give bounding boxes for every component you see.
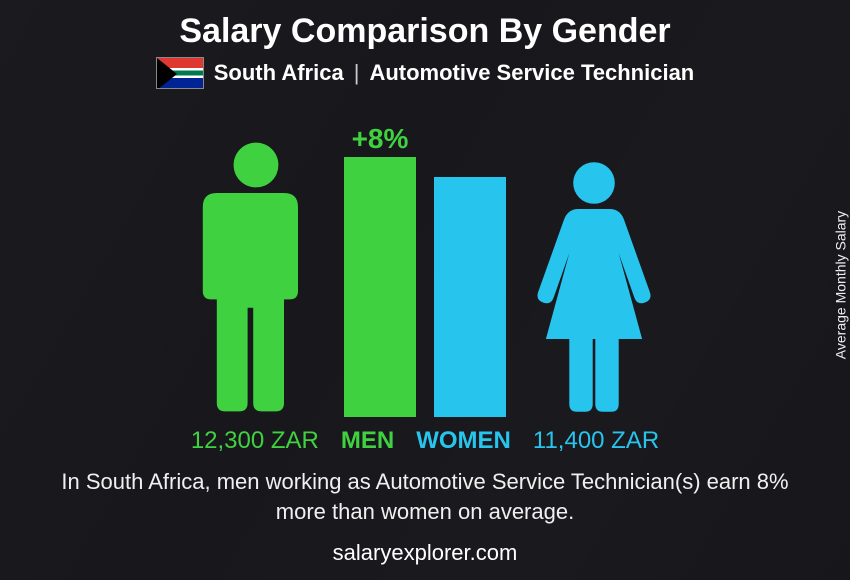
country-label: South Africa xyxy=(214,60,344,86)
chart-center: +8% . xyxy=(0,97,850,457)
y-axis-label: Average Monthly Salary xyxy=(832,211,848,359)
men-bar-column: +8% xyxy=(344,123,416,417)
summary-text: In South Africa, men working as Automoti… xyxy=(0,457,850,526)
bottom-labels-row: 12,300 ZAR MEN WOMEN 11,400 ZAR xyxy=(0,427,850,455)
difference-label: +8% xyxy=(352,123,409,157)
job-label: Automotive Service Technician xyxy=(369,60,694,86)
men-amount: 12,300 ZAR xyxy=(191,427,319,455)
women-label: WOMEN xyxy=(416,427,511,455)
women-bar-column: . xyxy=(434,143,506,417)
woman-figure-column xyxy=(524,157,664,417)
woman-icon xyxy=(524,157,664,417)
men-bar xyxy=(344,157,416,417)
women-amount: 11,400 ZAR xyxy=(533,427,659,455)
women-bar xyxy=(434,177,506,417)
chart-area: Average Monthly Salary +8% . xyxy=(0,97,850,457)
man-icon xyxy=(186,137,326,417)
men-label: MEN xyxy=(341,427,394,455)
man-figure-column xyxy=(186,137,326,417)
subtitle-row: South Africa | Automotive Service Techni… xyxy=(0,57,850,89)
south-africa-flag-icon xyxy=(156,57,204,89)
footer-source: salaryexplorer.com xyxy=(0,540,850,566)
page-title: Salary Comparison By Gender xyxy=(0,0,850,51)
separator: | xyxy=(354,60,360,86)
